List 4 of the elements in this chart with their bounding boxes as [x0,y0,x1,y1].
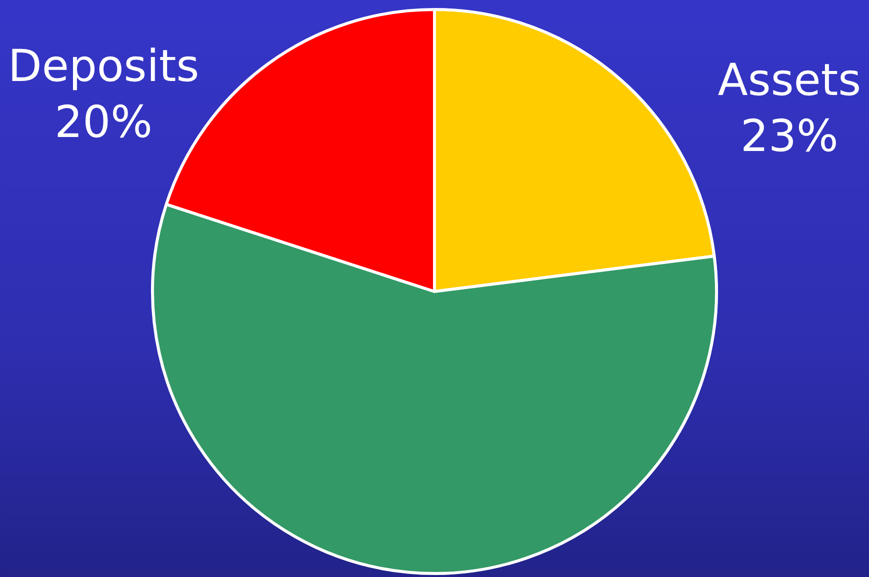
data-label: 23% [740,111,838,162]
slice-label: Assets [718,55,862,106]
slice-label: Deposits [8,41,200,92]
data-label: 20% [54,97,152,148]
